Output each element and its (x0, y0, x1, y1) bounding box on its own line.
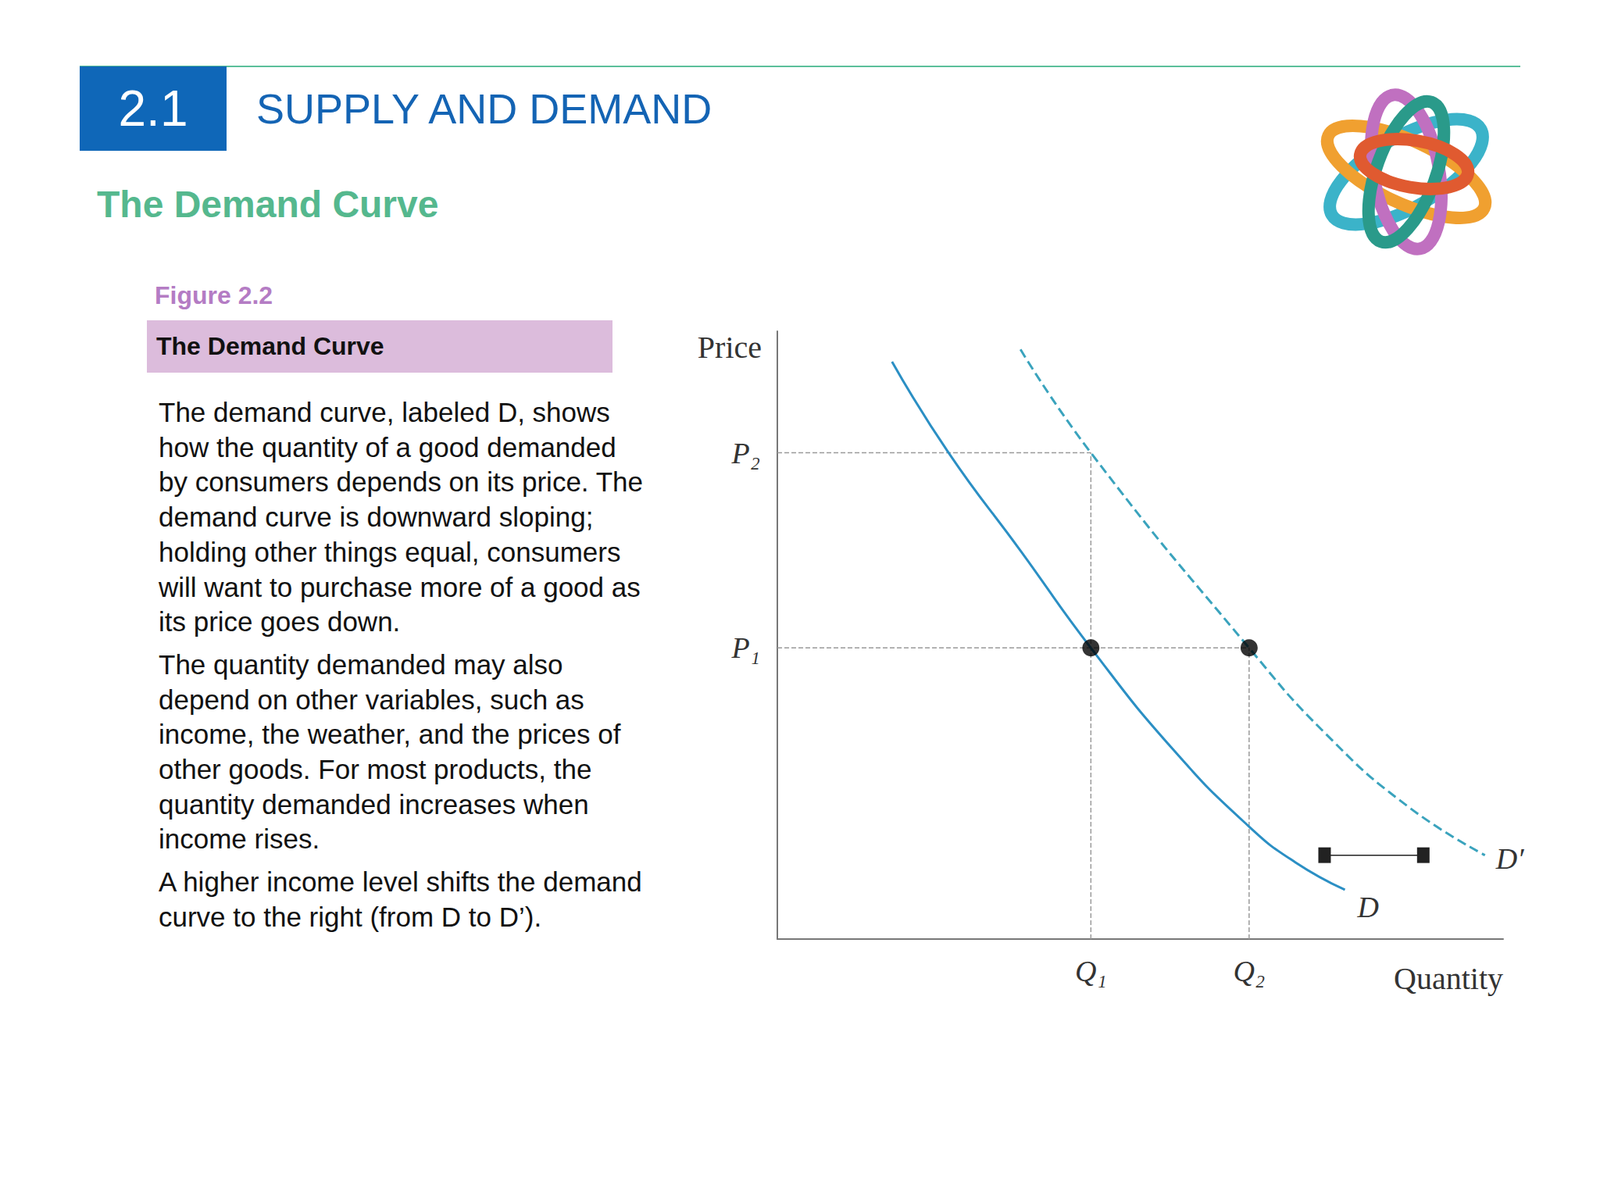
html-text:The Demand Curve: The Demand Curve (96, 183, 439, 225)
svg-text:Quantity: Quantity (1393, 960, 1504, 997)
svg-text:D: D (1356, 890, 1379, 924)
svg-text:P₂: P₂ (731, 436, 761, 470)
svg-text:D′: D′ (1495, 842, 1525, 875)
html-text:Figure 2.2: Figure 2.2 (154, 281, 273, 310)
svg-text:P₁: P₁ (731, 631, 761, 665)
html-text:The Demand Curve: The Demand Curve (156, 332, 385, 361)
svg-text:Q₁: Q₁ (1075, 954, 1108, 988)
svg-text:Q₂: Q₂ (1233, 954, 1266, 988)
html-text:The demand curve, labeled D, s: The demand curve, labeled D, shows how t… (158, 396, 643, 637)
svg-text:Price: Price (697, 329, 762, 365)
html-text:SUPPLY AND DEMAND: SUPPLY AND DEMAND (256, 85, 712, 133)
html-text:A higher income level shifts t: A higher income level shifts the demand … (158, 866, 642, 932)
html-text:2.1: 2.1 (118, 80, 188, 137)
html-text:The quantity demanded may also: The quantity demanded may also depend on… (158, 649, 621, 855)
